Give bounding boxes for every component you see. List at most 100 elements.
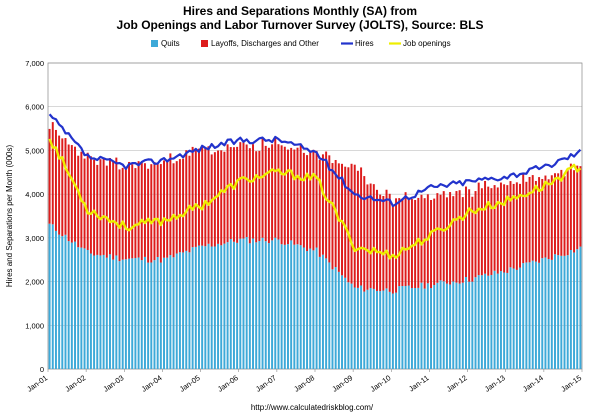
bar-layoffs xyxy=(487,186,490,276)
bar-layoffs xyxy=(512,183,515,269)
bar-quits xyxy=(86,249,89,369)
bar-layoffs xyxy=(242,141,245,239)
bar-layoffs xyxy=(531,175,534,261)
bar-layoffs xyxy=(404,192,407,287)
bar-quits xyxy=(67,241,70,369)
bar-layoffs xyxy=(503,184,506,273)
bar-layoffs xyxy=(86,152,89,250)
bar-quits xyxy=(420,282,423,369)
bar-layoffs xyxy=(382,196,385,291)
bar-layoffs xyxy=(423,198,426,289)
bar-layoffs xyxy=(433,198,436,286)
bar-quits xyxy=(430,288,433,369)
bar-layoffs xyxy=(458,190,461,284)
bar-layoffs xyxy=(449,192,452,285)
bar-quits xyxy=(108,254,111,369)
bar-quits xyxy=(312,250,315,369)
bar-quits xyxy=(503,272,506,369)
bar-layoffs xyxy=(172,163,175,258)
bar-quits xyxy=(369,287,372,369)
bar-layoffs xyxy=(436,193,439,283)
bar-quits xyxy=(468,281,471,369)
y-tick-label: 2,000 xyxy=(25,278,44,287)
bar-layoffs xyxy=(430,200,433,289)
bar-quits xyxy=(471,281,474,369)
bar-quits xyxy=(197,245,200,369)
bar-quits xyxy=(118,261,121,369)
bar-layoffs xyxy=(417,197,420,288)
bar-layoffs xyxy=(239,142,242,239)
bar-layoffs xyxy=(54,129,57,231)
bar-layoffs xyxy=(252,144,255,239)
bar-layoffs xyxy=(248,148,251,244)
bar-layoffs xyxy=(328,155,331,263)
bar-layoffs xyxy=(347,167,350,283)
lines xyxy=(48,113,582,260)
bar-quits xyxy=(442,281,445,369)
bar-quits xyxy=(407,285,410,369)
y-axis-label: Hires and Separations per Month (000s) xyxy=(5,145,14,288)
bar-layoffs xyxy=(201,147,204,246)
bar-quits xyxy=(375,290,378,369)
bar-layoffs xyxy=(318,159,321,257)
bar-quits xyxy=(143,256,146,369)
y-tick-label: 3,000 xyxy=(25,234,44,243)
bar-quits xyxy=(131,258,134,369)
y-tick-label: 6,000 xyxy=(25,103,44,112)
bar-layoffs xyxy=(245,144,248,238)
bar-layoffs xyxy=(576,165,579,250)
bar-quits xyxy=(496,273,499,369)
bar-layoffs xyxy=(474,191,477,278)
legend: Quits Layoffs, Discharges and Other Hires J… xyxy=(151,39,451,48)
bar-layoffs xyxy=(525,181,528,263)
bar-quits xyxy=(280,244,283,369)
bar-layoffs xyxy=(277,144,280,240)
line-hires xyxy=(48,113,582,208)
bar-layoffs xyxy=(236,146,239,243)
bar-quits xyxy=(525,262,528,369)
bar-quits xyxy=(579,246,582,369)
bar-quits xyxy=(258,241,261,369)
bar-quits xyxy=(353,287,356,369)
bar-quits xyxy=(318,256,321,369)
y-tick-label: 0 xyxy=(40,365,44,374)
bar-quits xyxy=(337,271,340,369)
bar-quits xyxy=(128,258,131,369)
bar-layoffs xyxy=(112,161,115,260)
bar-layoffs xyxy=(232,147,235,242)
y-tick-label: 7,000 xyxy=(25,59,44,68)
bar-layoffs xyxy=(544,175,547,258)
bar-quits xyxy=(436,282,439,369)
bar-layoffs xyxy=(499,182,502,272)
bar-quits xyxy=(302,247,305,369)
bar-quits xyxy=(252,238,255,369)
bar-layoffs xyxy=(398,198,401,287)
bar-layoffs xyxy=(534,180,537,262)
bar-quits xyxy=(99,255,102,369)
bar-quits xyxy=(290,240,293,369)
y-tick-label: 1,000 xyxy=(25,321,44,330)
bar-quits xyxy=(248,243,251,369)
legend-label: Hires xyxy=(355,39,374,48)
legend-label: Layoffs, Discharges and Other xyxy=(211,39,319,48)
bar-quits xyxy=(296,244,299,369)
bar-quits xyxy=(445,283,448,369)
bar-quits xyxy=(277,239,280,369)
bar-layoffs xyxy=(150,164,153,263)
bar-layoffs xyxy=(471,196,474,282)
bar-quits xyxy=(490,274,493,369)
bar-quits xyxy=(217,243,220,369)
bar-quits xyxy=(522,263,525,369)
bar-quits xyxy=(541,258,544,369)
bar-quits xyxy=(464,277,467,369)
bar-layoffs xyxy=(185,150,188,251)
bar-quits xyxy=(121,259,124,369)
bar-quits xyxy=(458,283,461,369)
bar-layoffs xyxy=(407,197,410,286)
bar-quits xyxy=(83,248,86,369)
bar-layoffs xyxy=(178,159,181,253)
bar-layoffs xyxy=(124,167,127,260)
bar-quits xyxy=(569,250,572,369)
bar-quits xyxy=(531,260,534,369)
bar-quits xyxy=(553,254,556,369)
